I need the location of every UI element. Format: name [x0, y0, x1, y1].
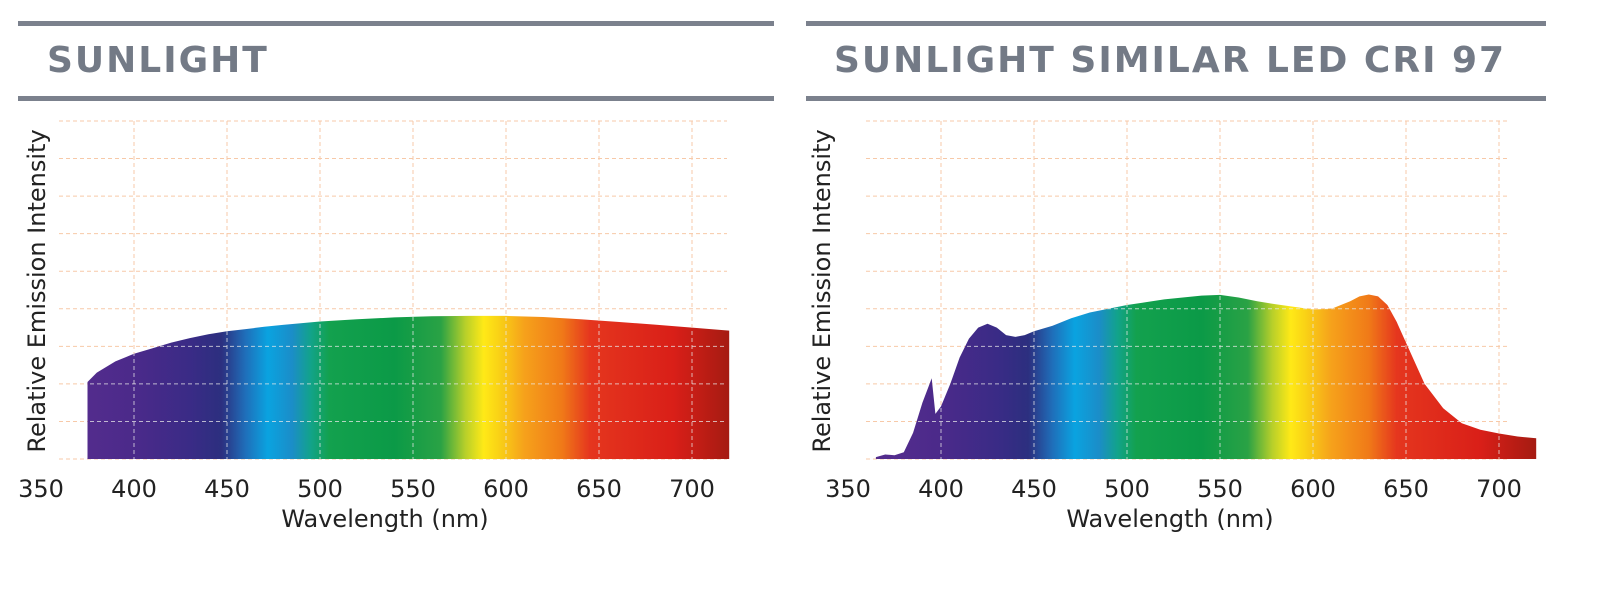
led-panel: SUNLIGHT SIMILAR LED CRI 97 350 400 450 500…	[806, 0, 1618, 601]
x-tick-label: 600	[483, 475, 529, 503]
title-rule-top	[18, 21, 774, 26]
x-tick-label: 700	[669, 475, 715, 503]
y-axis-label: Relative Emission Intensity	[808, 129, 836, 452]
title-rule-bottom	[806, 96, 1546, 101]
chart-title: SUNLIGHT	[47, 40, 269, 81]
x-tick-label: 550	[390, 475, 436, 503]
x-tick-label: 550	[1197, 475, 1243, 503]
x-tick-label: 400	[111, 475, 157, 503]
x-tick-label: 350	[825, 475, 871, 503]
x-tick-label: 450	[1011, 475, 1057, 503]
x-tick-label: 500	[297, 475, 343, 503]
sunlight-spectrum-chart: 350 400 450 500 550 600 650 700 Wavelength (nm)…	[18, 120, 730, 533]
led-spectrum-chart: 350 400 450 500 550 600 650 700 Wavelength (nm)…	[808, 120, 1537, 533]
x-tick-label: 500	[1104, 475, 1150, 503]
x-tick-label: 650	[576, 475, 622, 503]
spectrum-area	[87, 315, 730, 459]
title-rule-top	[806, 21, 1546, 26]
x-tick-label: 450	[204, 475, 250, 503]
x-tick-label: 350	[18, 475, 64, 503]
sunlight-panel: SUNLIGHT 350 400 450 500 550 600 650 700 Wavele…	[18, 21, 774, 533]
y-axis-label: Relative Emission Intensity	[23, 129, 51, 452]
chart-title: SUNLIGHT SIMILAR LED CRI 97	[834, 40, 1507, 81]
x-tick-label: 650	[1383, 475, 1429, 503]
spectrum-area	[875, 294, 1537, 459]
x-tick-label: 600	[1290, 475, 1336, 503]
x-axis-label: Wavelength (nm)	[1066, 505, 1273, 533]
x-axis-label: Wavelength (nm)	[281, 505, 488, 533]
x-tick-label: 400	[918, 475, 964, 503]
x-tick-label: 700	[1476, 475, 1522, 503]
title-rule-bottom	[18, 96, 774, 101]
